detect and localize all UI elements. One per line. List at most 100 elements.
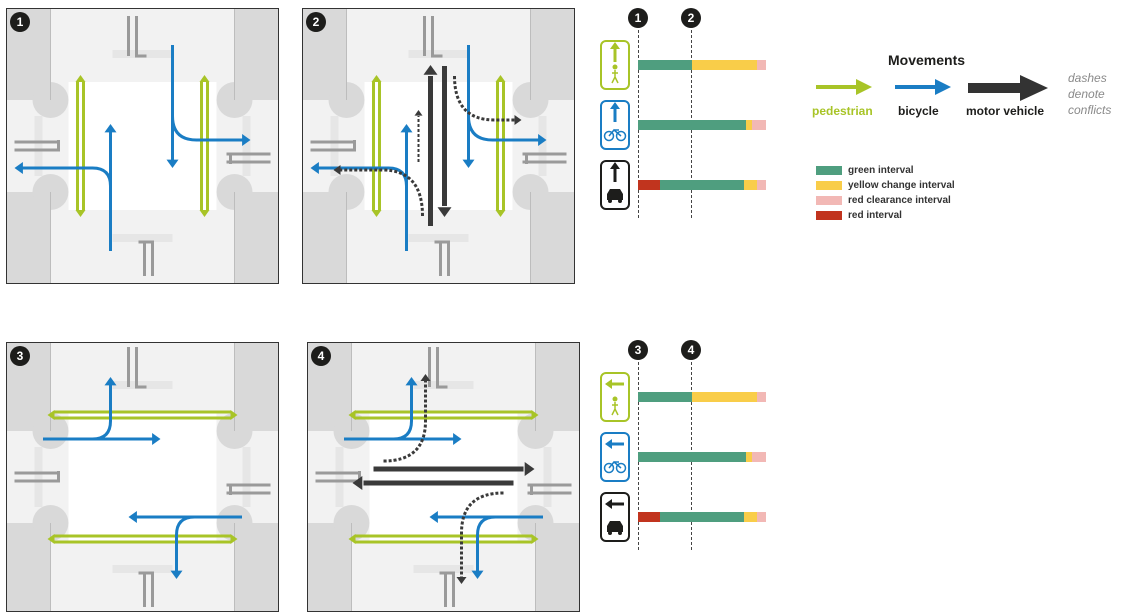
- arrowhead: [414, 110, 423, 116]
- phase-marker-badge: 3: [628, 340, 648, 360]
- arrowhead: [230, 410, 238, 420]
- intersection-panel-4: 4: [307, 342, 580, 612]
- crosswalk: [34, 116, 43, 176]
- arrowhead: [531, 410, 539, 420]
- phase-marker-badge: 4: [681, 340, 701, 360]
- crosswalk: [112, 565, 173, 573]
- lane-arrow-marking: [138, 571, 154, 607]
- interval-bar-green: [638, 60, 692, 70]
- arrowhead: [310, 162, 319, 174]
- lane-arrow-marking: [434, 240, 450, 276]
- phase-number-badge: 1: [10, 12, 30, 32]
- mode-pedestrian-icon: [600, 372, 630, 422]
- arrowhead: [471, 570, 484, 579]
- intersection-diagram: [303, 9, 574, 283]
- interval-bar-green: [638, 392, 692, 402]
- intersection-box: [369, 413, 518, 541]
- interval-label: yellow change interval: [848, 180, 955, 191]
- intersection-diagram: [7, 343, 278, 611]
- phase-marker-badge: 2: [681, 8, 701, 28]
- interval-bar-red_clearance: [757, 392, 766, 402]
- lane-arrow-marking: [226, 483, 271, 495]
- crosswalk: [34, 447, 43, 507]
- mode-bicycle-icon: [600, 432, 630, 482]
- legend-pedestrian-label: pedestrian: [812, 104, 873, 118]
- crosswalk: [242, 116, 251, 176]
- arrowhead: [453, 433, 462, 445]
- motor-vehicle-arrow-icon: [968, 75, 1048, 101]
- legend-motor-vehicle-label: motor vehicle: [966, 104, 1045, 118]
- intersection-box: [364, 82, 513, 210]
- crosswalk: [112, 50, 173, 58]
- lane-arrow-marking: [14, 471, 60, 483]
- phase-number-badge: 2: [306, 12, 326, 32]
- crosswalk: [330, 116, 339, 176]
- interval-label: green interval: [848, 165, 914, 176]
- arrowhead: [104, 377, 117, 386]
- pedestrian-icon: [605, 379, 624, 416]
- arrowhead: [437, 207, 452, 217]
- lane-arrow-marking: [14, 140, 60, 152]
- interval-bar-red_clearance: [757, 512, 766, 522]
- mode-car-icon: [600, 160, 630, 210]
- phase-marker-badge: 1: [628, 8, 648, 28]
- mode-car-icon: [600, 492, 630, 542]
- arrowhead: [524, 462, 535, 476]
- interval-bar-green: [660, 180, 744, 190]
- mode-pedestrian-icon: [600, 40, 630, 90]
- crosswalk: [408, 234, 469, 242]
- interval-bar-yellow: [746, 120, 752, 130]
- legend-bicycle-label: bicycle: [898, 104, 939, 118]
- arrowhead: [495, 210, 506, 217]
- interval-bar-red: [638, 512, 660, 522]
- bicycle-arrow-icon: [895, 79, 951, 95]
- interval-bar-yellow: [692, 392, 757, 402]
- arrowhead: [199, 75, 210, 82]
- arrowhead: [423, 65, 438, 75]
- arrowhead: [75, 75, 86, 82]
- arrowhead: [348, 534, 356, 544]
- intersection-panel-3: 3: [6, 342, 279, 612]
- dashes-note-line: dashes: [1068, 71, 1107, 85]
- phase-number-badge: 4: [311, 346, 331, 366]
- crosswalk: [335, 447, 344, 507]
- interval-bar-yellow: [746, 452, 752, 462]
- interval-bar-green: [638, 120, 746, 130]
- legend-title: Movements: [888, 52, 966, 68]
- arrowhead: [514, 115, 522, 125]
- crosswalk: [543, 447, 552, 507]
- interval-bar-yellow: [744, 180, 757, 190]
- dashes-note: dashes denote conflicts: [1068, 70, 1111, 118]
- arrowhead: [47, 410, 55, 420]
- phase-number-badge: 3: [10, 346, 30, 366]
- interval-swatch: [816, 166, 842, 175]
- arrowhead: [75, 210, 86, 217]
- crosswalk: [112, 234, 173, 242]
- car-icon: [605, 499, 624, 535]
- interval-bar-yellow: [744, 512, 757, 522]
- interval-swatch: [816, 181, 842, 190]
- arrowhead: [531, 534, 539, 544]
- crosswalk: [112, 381, 173, 389]
- intersection-diagram: [7, 9, 278, 283]
- intersection-box: [68, 413, 217, 541]
- arrowhead: [230, 534, 238, 544]
- vehicle-left-turn: [460, 491, 504, 577]
- interval-bar-red_clearance: [752, 120, 766, 130]
- intersection-box: [68, 82, 217, 210]
- interval-label: red interval: [848, 210, 902, 221]
- interval-bar-yellow: [692, 60, 757, 70]
- lane-arrow-marking: [522, 152, 567, 164]
- arrowhead: [352, 476, 363, 490]
- vehicle-left-turn: [383, 381, 427, 463]
- arrowhead: [348, 410, 356, 420]
- arrowhead: [166, 159, 179, 168]
- mode-bicycle-icon: [600, 100, 630, 150]
- arrowhead: [371, 210, 382, 217]
- lane-arrow-marking: [439, 571, 455, 607]
- interval-bar-red_clearance: [752, 452, 766, 462]
- pedestrian-arrow-icon: [816, 79, 872, 95]
- intersection-panel-1: 1: [6, 8, 279, 284]
- lane-arrow-marking: [527, 483, 572, 495]
- arrowhead: [242, 134, 251, 146]
